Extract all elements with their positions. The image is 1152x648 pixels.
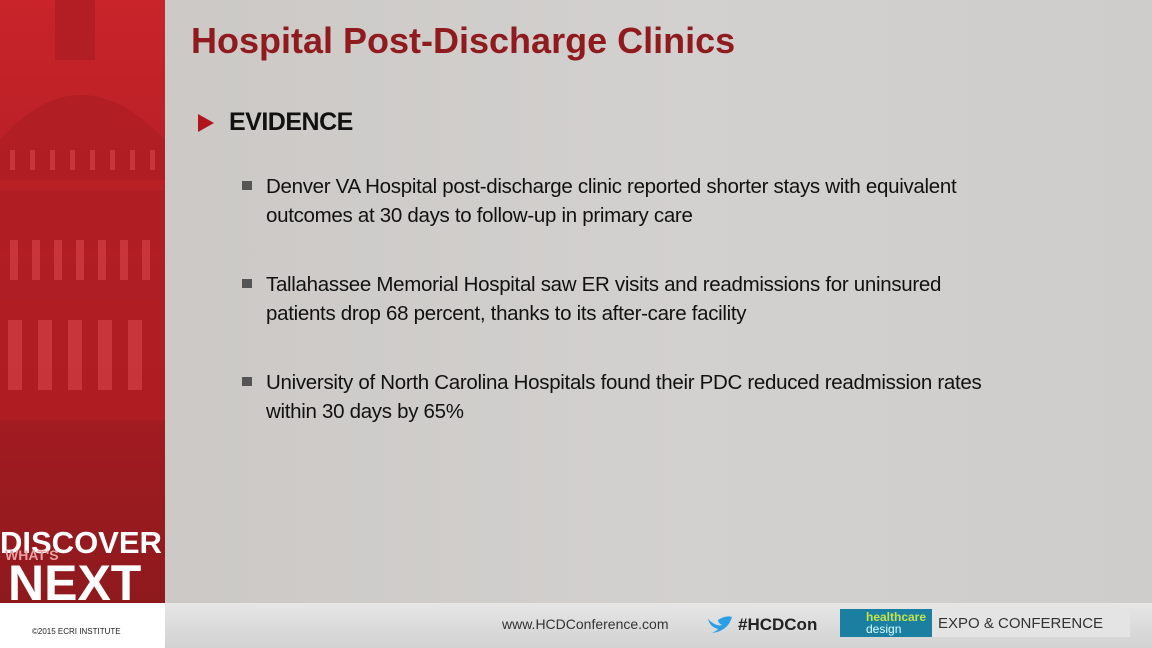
- logo-top: healthcare: [866, 610, 927, 624]
- bullet-line: Denver VA Hospital post-discharge clinic…: [266, 175, 957, 198]
- hashtag: #HCDCon: [738, 615, 818, 634]
- bullet-marker: [242, 181, 252, 190]
- bullet-marker: [242, 377, 252, 386]
- whats: WHAT'S: [5, 547, 59, 563]
- bullet: Denver VA Hospital post-discharge clinic…: [242, 172, 1122, 230]
- expo: EXPO & CONFERENCE: [938, 615, 1104, 632]
- bullet-line: outcomes at 30 days to follow-up in prim…: [266, 204, 693, 227]
- copyright: ©2015 ECRI INSTITUTE: [32, 627, 121, 636]
- next: NEXT: [8, 555, 141, 603]
- logo-bottom: design: [866, 622, 902, 636]
- expo-box: [932, 609, 1130, 637]
- bullet-line: University of North Carolina Hospitals f…: [266, 371, 982, 394]
- logo-box: [840, 609, 932, 637]
- title: Hospital Post-Discharge Clinics: [191, 20, 736, 61]
- capitol-graphic: DISCOVER WHAT'S NEXT: [0, 0, 165, 603]
- website: www.HCDConference.com: [502, 616, 669, 632]
- footer-left: [0, 603, 165, 648]
- bullet: University of North Carolina Hospitals f…: [242, 368, 1122, 426]
- discover: DISCOVER: [0, 525, 162, 560]
- sidebar: DISCOVER WHAT'S NEXT: [0, 0, 165, 603]
- bullet-marker: [242, 279, 252, 288]
- bullet: Tallahassee Memorial Hospital saw ER vis…: [242, 270, 1122, 328]
- heading: EVIDENCE: [229, 108, 353, 136]
- bullet-line: patients drop 68 percent, thanks to its …: [266, 302, 747, 325]
- bullet-line: within 30 days by 65%: [266, 400, 464, 423]
- twitter-icon: [708, 616, 732, 633]
- heading-arrow: [198, 114, 214, 132]
- bullet-line: Tallahassee Memorial Hospital saw ER vis…: [266, 273, 942, 296]
